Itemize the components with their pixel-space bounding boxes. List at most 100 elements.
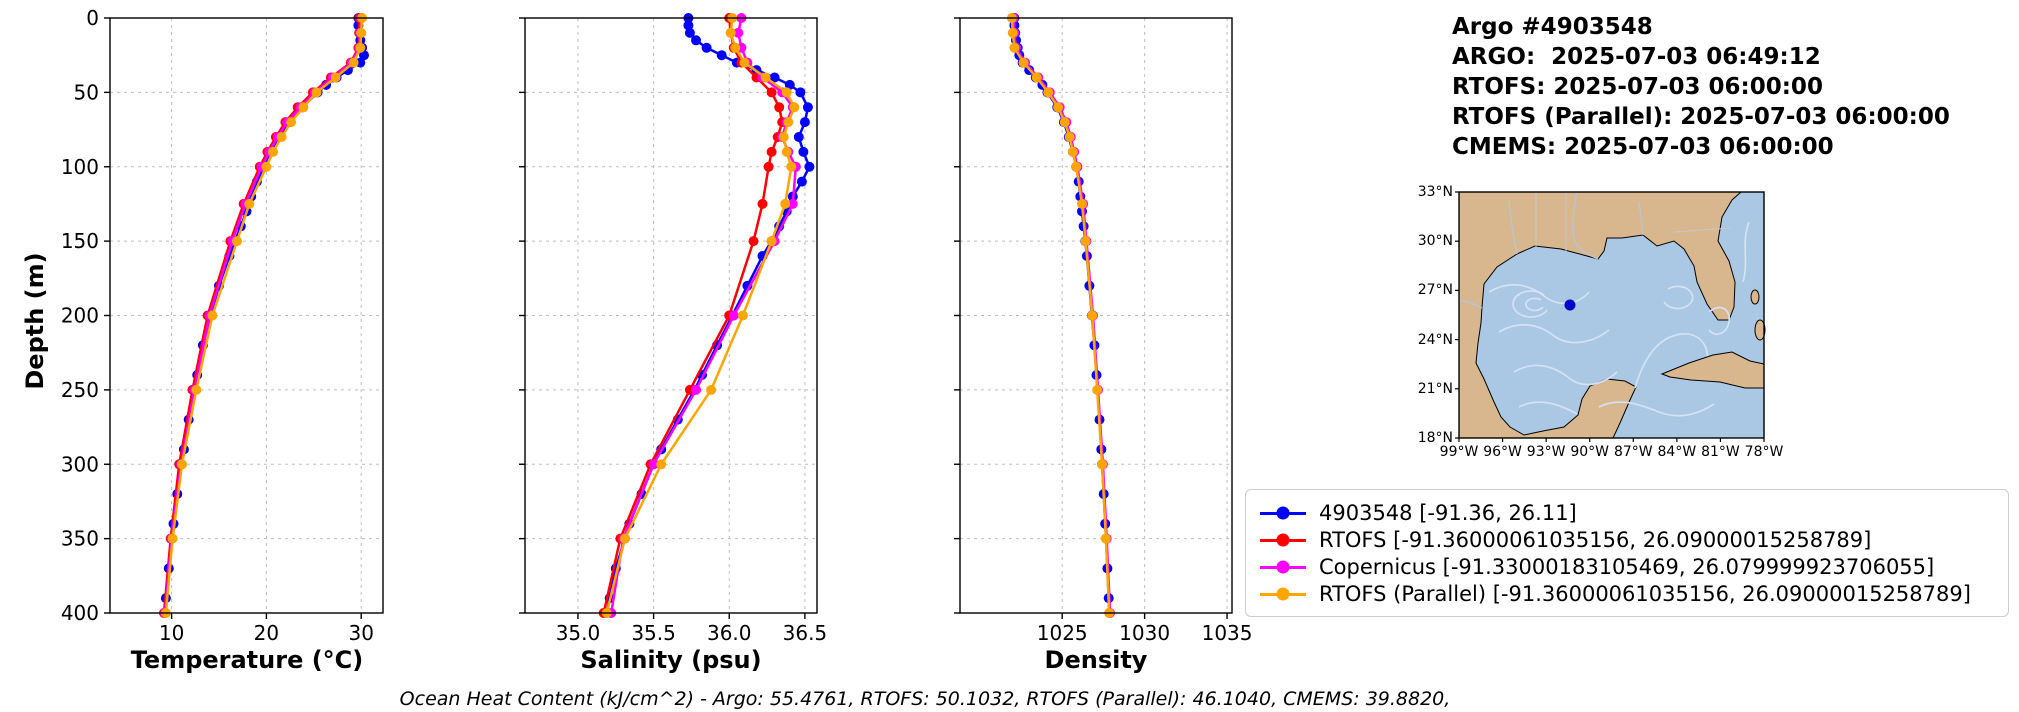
y-tick-label: 0 bbox=[86, 6, 99, 30]
legend-label-argo: 4903548 [-91.36, 26.11] bbox=[1319, 501, 1577, 525]
data-point bbox=[1043, 87, 1054, 98]
data-point bbox=[781, 146, 792, 157]
data-point bbox=[1064, 132, 1075, 142]
data-point bbox=[1059, 117, 1070, 128]
legend-marker-rtofs-parallel bbox=[1260, 587, 1306, 601]
map-lat-tick-label: 18°N bbox=[1417, 430, 1453, 446]
y-tick-label: 50 bbox=[74, 80, 99, 104]
series-line bbox=[162, 18, 361, 614]
data-point bbox=[763, 161, 774, 172]
rtofs-timestamp-line: RTOFS: 2025-07-03 06:00:00 bbox=[1452, 74, 1823, 100]
salinity-profile-plot: 35.0 35.5 36.0 36.5 bbox=[519, 13, 827, 645]
x-axis-label-temperature: Temperature (°C) bbox=[130, 646, 364, 674]
gulf-of-mexico-map bbox=[1455, 191, 1766, 442]
data-point bbox=[1092, 384, 1103, 395]
data-point bbox=[244, 198, 255, 209]
legend-dot-icon bbox=[1276, 506, 1290, 520]
data-point bbox=[760, 72, 771, 83]
map-lon-tick-label: 81°W bbox=[1701, 444, 1740, 460]
data-point bbox=[778, 132, 789, 142]
data-point bbox=[728, 310, 739, 321]
data-point bbox=[1080, 236, 1091, 247]
map-lat-tick-label: 33°N bbox=[1417, 184, 1453, 200]
data-point bbox=[268, 146, 278, 157]
data-point bbox=[348, 57, 359, 68]
ohc-footnote: Ocean Heat Content (kJ/cm^2) - Argo: 55.… bbox=[399, 688, 1451, 710]
data-point bbox=[701, 42, 712, 53]
data-point bbox=[683, 20, 694, 31]
legend-item-rtofs: RTOFS [-91.36000061035156, 26.0900001525… bbox=[1260, 527, 1994, 553]
x-axis-label-salinity: Salinity (psu) bbox=[580, 646, 762, 674]
data-point bbox=[298, 102, 309, 113]
data-point bbox=[774, 102, 785, 113]
legend-item-copernicus: Copernicus [-91.33000183105469, 26.07999… bbox=[1260, 554, 1994, 580]
data-point bbox=[191, 384, 202, 395]
data-point bbox=[330, 72, 341, 83]
data-point bbox=[1097, 459, 1108, 470]
data-point bbox=[619, 533, 630, 544]
y-tick-label: 200 bbox=[61, 304, 99, 328]
data-point bbox=[748, 236, 759, 247]
x-tick-label: 10 bbox=[159, 621, 184, 645]
rtofs-parallel-timestamp-line: RTOFS (Parallel): 2025-07-03 06:00:00 bbox=[1452, 104, 1950, 130]
float-position-marker bbox=[1564, 299, 1576, 311]
data-point bbox=[1053, 102, 1064, 113]
data-point bbox=[725, 27, 736, 38]
data-point bbox=[804, 161, 815, 172]
x-tick-label: 36.5 bbox=[783, 621, 828, 645]
data-point bbox=[786, 161, 797, 172]
data-point bbox=[1067, 146, 1078, 157]
x-axis-label-density: Density bbox=[1044, 646, 1148, 674]
data-point bbox=[783, 117, 794, 128]
data-point bbox=[798, 146, 809, 157]
data-point bbox=[784, 79, 795, 90]
x-tick-label: 36.0 bbox=[707, 621, 752, 645]
legend-dot-icon bbox=[1276, 533, 1290, 547]
data-point bbox=[311, 87, 322, 98]
data-point bbox=[757, 198, 768, 209]
location-map: 33°N 30°N 27°N 24°N 21°N 18°N 99°W 96°W 93°W 90°W… bbox=[1418, 184, 1784, 460]
data-point bbox=[1100, 533, 1111, 544]
y-tick-label: 400 bbox=[61, 601, 99, 625]
map-frame bbox=[1458, 191, 1765, 439]
data-point bbox=[802, 102, 813, 113]
series-rtofs-parallel- bbox=[160, 13, 368, 618]
x-tick-label: 35.5 bbox=[631, 621, 676, 645]
data-point bbox=[787, 198, 798, 209]
x-tick-label: 35.0 bbox=[556, 621, 601, 645]
data-point bbox=[766, 87, 777, 98]
argo-timestamp-line: ARGO: 2025-07-03 06:49:12 bbox=[1452, 44, 1821, 70]
y-tick-label: 350 bbox=[61, 527, 99, 551]
y-axis-label: Depth (m) bbox=[21, 252, 49, 390]
data-point bbox=[766, 236, 777, 247]
data-point bbox=[799, 117, 810, 128]
data-point bbox=[769, 72, 780, 83]
data-point bbox=[276, 132, 287, 142]
state-borders bbox=[1535, 192, 1732, 252]
map-lon-tick-label: 87°W bbox=[1613, 444, 1653, 460]
x-tick-label: 30 bbox=[348, 621, 373, 645]
data-point bbox=[286, 117, 297, 128]
data-point bbox=[1009, 42, 1020, 53]
map-lon-tick-label: 84°W bbox=[1657, 444, 1697, 460]
header-info: Argo #4903548 ARGO: 2025-07-03 06:49:12 … bbox=[1452, 12, 1950, 162]
legend-dot-icon bbox=[1276, 587, 1290, 601]
data-point bbox=[706, 384, 717, 395]
data-point bbox=[207, 310, 218, 321]
y-tick-label: 250 bbox=[61, 378, 99, 402]
legend-item-rtofs-parallel: RTOFS (Parallel) [-91.36000061035156, 26… bbox=[1260, 581, 1994, 607]
data-point bbox=[684, 27, 695, 38]
map-lon-tick-label: 93°W bbox=[1526, 444, 1566, 460]
data-point bbox=[716, 50, 727, 61]
series-rtofs-parallel- bbox=[1006, 13, 1115, 618]
data-point bbox=[795, 87, 806, 98]
rivers bbox=[1458, 191, 1644, 309]
map-lat-tick-label: 30°N bbox=[1417, 233, 1453, 250]
y-tick-label: 100 bbox=[61, 155, 99, 179]
legend-label-rtofs: RTOFS [-91.36000061035156, 26.0900001525… bbox=[1319, 528, 1872, 552]
data-point bbox=[355, 42, 366, 53]
data-point bbox=[232, 236, 242, 247]
data-point bbox=[177, 459, 187, 470]
y-tick-label: 150 bbox=[61, 229, 99, 253]
